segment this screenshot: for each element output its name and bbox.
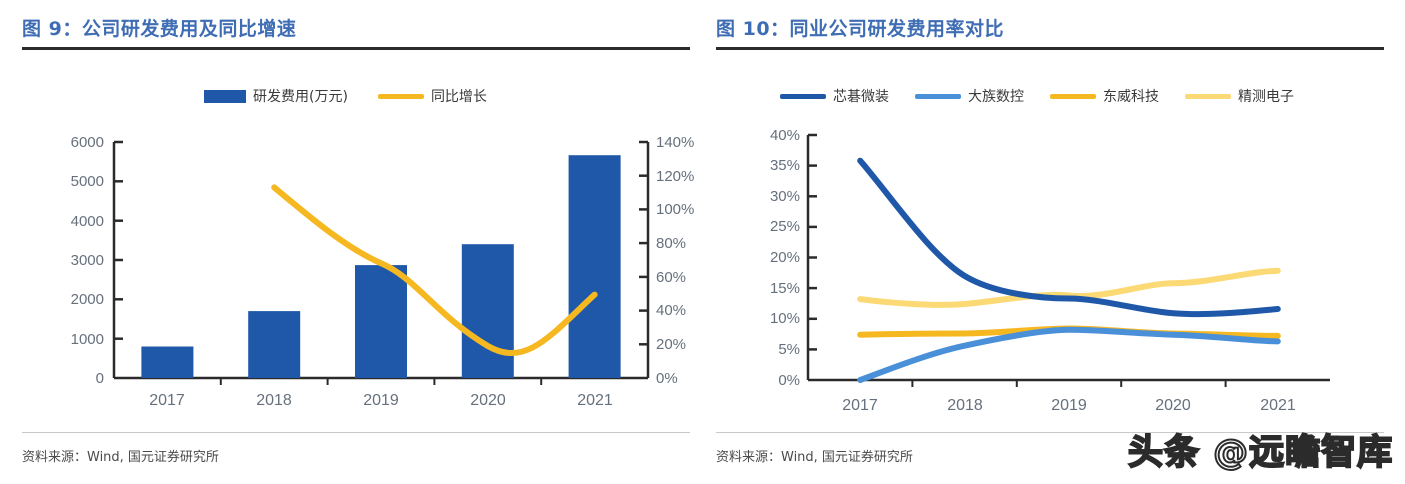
bar-2019 [355,265,407,378]
figure-9-bars [141,155,621,378]
legend-label-jingce-dianzi: 精测电子 [1238,89,1294,105]
y2-axis-label-20: 20% [656,336,687,353]
figure-10-panel: 图 10：同业公司研发费用率对比 芯碁微装 大族数控 东威科技 精测电子 [712,0,1398,484]
line-dazu-shukong [857,326,1281,383]
figure-10-title-rule [716,47,1384,50]
legend-swatch-bar-icon [204,89,246,103]
y2-axis-label-40: 40% [656,302,687,319]
legend-item-jingce-dianzi: 精测电子 [1185,86,1294,106]
legend-swatch-line-icon [780,93,826,99]
figure-10-bottom-rule [716,432,1384,433]
figure-9-title: 图 9：公司研发费用及同比增速 [22,18,297,40]
y-axis-label-4000: 4000 [70,213,104,230]
legend-swatch-line-icon [915,93,961,99]
legend-item-dongwei-keji: 东威科技 [1050,86,1159,106]
figure-10-legend: 芯碁微装 大族数控 东威科技 精测电子 [780,86,1294,106]
y-axis-label-20: 20% [769,249,800,266]
y2-axis-label-60: 60% [656,269,687,286]
figure-9-panel: 图 9：公司研发费用及同比增速 研发费用(万元) 同比增长 [18,0,704,484]
y2-axis-label-140: 140% [656,134,695,151]
y2-axis-label-100: 100% [656,201,695,218]
x-axis-label-2019: 2019 [1051,397,1087,414]
bar-2020 [461,244,514,378]
legend-label-xinqi-weizhuang: 芯碁微装 [833,89,889,105]
legend-item-dazu-shukong: 大族数控 [915,86,1024,106]
x-axis-label-2017: 2017 [842,397,878,414]
legend-label-yoy-growth: 同比增长 [430,89,487,105]
y-axis-label-15: 15% [769,280,800,297]
y-axis-ticks [808,133,817,351]
y-axis-label-10: 10% [769,310,800,327]
y-axis-label-25: 25% [769,218,800,235]
x-axis-label-2020: 2020 [470,392,506,409]
y-axis-label-40: 40% [769,127,800,144]
y-axis-label-1000: 1000 [70,331,104,348]
y-axis-label-0: 0% [778,372,800,389]
y-axis-label-2000: 2000 [70,291,104,308]
figure-9-bottom-rule [22,432,690,433]
x-axis-label-2018: 2018 [947,397,983,414]
bar-2017 [141,346,194,378]
left-axis-ticks [114,140,123,340]
figure-9-legend: 研发费用(万元) 同比增长 [204,86,487,106]
legend-item-rd-expense: 研发费用(万元) [204,86,348,106]
y2-axis-label-120: 120% [656,168,695,185]
figure-9-source: 资料来源：Wind, 国元证券研究所 [22,450,219,465]
x-axis-ticks [219,378,543,385]
legend-label-rd-expense: 研发费用(万元) [253,89,348,105]
figure-9-svg [112,140,650,385]
figure-9-title-rule [22,47,690,50]
yoy-growth-line [271,184,598,357]
right-axis-ticks [639,140,648,346]
legend-label-dazu-shukong: 大族数控 [968,89,1024,105]
legend-item-xinqi-weizhuang: 芯碁微装 [780,86,889,106]
x-axis-label-2018: 2018 [256,392,292,409]
legend-label-dongwei-keji: 东威科技 [1103,89,1159,105]
x-axis-label-2021: 2021 [577,392,613,409]
legend-swatch-line-icon [1185,93,1231,99]
watermark: 头条 @远瞻智库 [1127,432,1394,474]
y-axis-label-0: 0 [95,370,104,387]
x-axis-label-2020: 2020 [1155,397,1191,414]
figure-10-svg [806,133,1330,387]
bar-2021 [568,155,621,378]
legend-swatch-line-icon [377,93,424,99]
y2-axis-label-80: 80% [656,235,687,252]
y-axis-label-35: 35% [769,157,800,174]
x-axis-ticks [911,380,1227,387]
figure-9-plot: 6000 5000 4000 3000 2000 1000 0 140% 120… [36,130,695,420]
y-axis-label-5: 5% [778,341,800,358]
figure-10-plot: 40% 35% 30% 25% 20% 15% 10% 5% 0% 2017 2… [730,125,1380,425]
legend-swatch-line-icon [1050,93,1096,99]
bar-2018 [248,311,301,378]
x-axis-label-2021: 2021 [1260,397,1296,414]
y2-axis-label-0: 0% [656,370,678,387]
y-axis-label-6000: 6000 [70,134,104,151]
legend-item-yoy-growth: 同比增长 [377,86,487,106]
y-axis-label-3000: 3000 [70,252,104,269]
y-axis-label-5000: 5000 [70,173,104,190]
line-xinqi-weizhuang [857,157,1281,318]
x-axis-label-2019: 2019 [363,392,399,409]
x-axis-label-2017: 2017 [149,392,185,409]
y-axis-label-30: 30% [769,188,800,205]
figure-10-title: 图 10：同业公司研发费用率对比 [716,18,1005,40]
figure-10-source: 资料来源：Wind, 国元证券研究所 [716,450,913,465]
